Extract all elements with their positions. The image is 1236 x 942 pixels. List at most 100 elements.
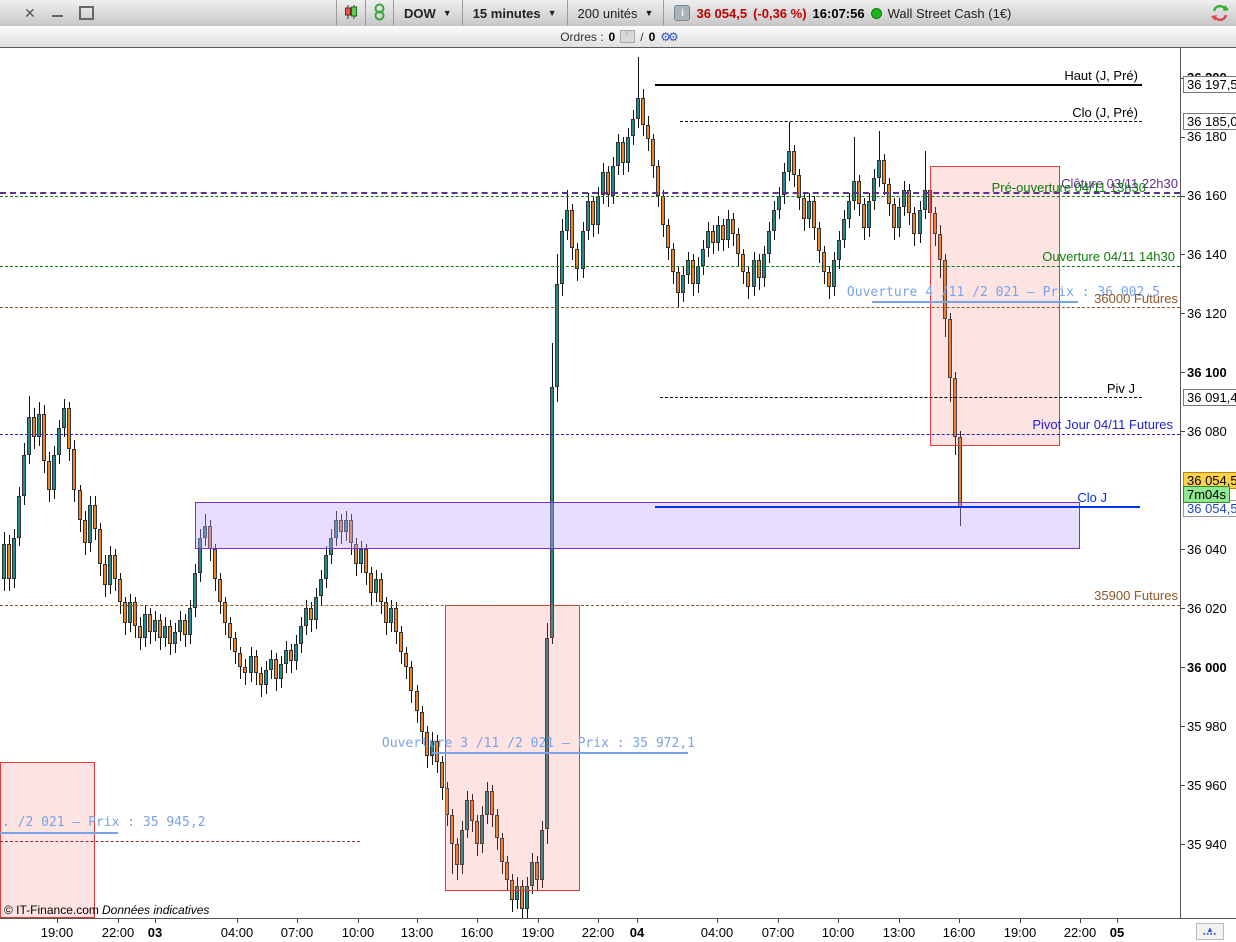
candle xyxy=(927,189,932,214)
time-tick-label: 05 xyxy=(1109,925,1125,940)
candle xyxy=(157,620,162,638)
time-tick-label: 10:00 xyxy=(341,925,375,940)
candle xyxy=(7,543,11,579)
candle xyxy=(27,416,32,455)
candle xyxy=(736,233,741,255)
price-tick-mark xyxy=(1181,431,1185,433)
time-tick-label: 07:00 xyxy=(280,925,314,940)
time-tick-mark xyxy=(1020,919,1021,923)
candle xyxy=(731,219,736,234)
candle xyxy=(716,224,721,243)
candle xyxy=(313,596,318,621)
refresh-icon[interactable] xyxy=(1210,3,1230,23)
candle xyxy=(746,272,751,287)
candle xyxy=(339,519,343,532)
candle xyxy=(248,655,253,674)
cloture-03-11 xyxy=(0,192,1180,195)
chart-area: Haut (J, Pré) Clo (J, Pré) Clôture 03/11 2… xyxy=(0,48,1236,942)
candle xyxy=(238,652,243,668)
candle xyxy=(640,98,645,125)
piv-j xyxy=(660,397,1142,399)
candle xyxy=(580,230,585,270)
time-tick-label: 04:00 xyxy=(700,925,734,940)
candle xyxy=(349,519,354,544)
cloture-02-11-futures xyxy=(0,831,118,834)
candle xyxy=(183,620,188,635)
candle xyxy=(253,655,258,674)
candle xyxy=(681,275,686,293)
candle xyxy=(82,519,87,544)
candle xyxy=(213,549,218,579)
minimize-window-icon[interactable] xyxy=(51,15,63,17)
candle xyxy=(117,578,122,603)
clo-j-label: Clo J xyxy=(1077,489,1107,505)
candle xyxy=(625,136,630,163)
gap-zone xyxy=(195,502,1080,550)
instrument-label: DOW xyxy=(404,5,436,21)
ouverture-04-11-futures xyxy=(872,300,1078,303)
time-tick-mark xyxy=(417,919,418,923)
candle xyxy=(323,555,328,579)
candlestick-plot[interactable]: Haut (J, Pré) Clo (J, Pré) Clôture 03/11 2… xyxy=(0,48,1180,918)
candlestick-style-icon[interactable] xyxy=(343,4,359,23)
price-tick-label: 36 180 xyxy=(1187,129,1227,144)
level-35941-line xyxy=(0,840,360,842)
candle xyxy=(902,189,907,208)
supply-zone-left xyxy=(0,761,95,918)
candle xyxy=(449,814,454,845)
candle xyxy=(228,623,233,638)
price-tick-label: 35 940 xyxy=(1187,836,1227,852)
candle xyxy=(32,416,37,438)
orders-settings-icon[interactable]: ⚙⚙ xyxy=(660,29,678,44)
maximize-window-icon[interactable] xyxy=(78,6,94,20)
time-tick-label: 22:00 xyxy=(581,925,615,940)
orders-preview-icon[interactable] xyxy=(620,29,636,43)
ouverture-04-11-futures-label: Ouverture 4 /11 /2 021 – Prix : 36 002,5 xyxy=(846,284,1160,300)
chevron-down-icon: ▼ xyxy=(644,8,654,18)
candle xyxy=(404,652,409,668)
time-tick-label: 22:00 xyxy=(1063,925,1097,940)
time-tick-mark xyxy=(237,919,238,923)
candle xyxy=(877,160,882,178)
candle xyxy=(464,800,469,830)
scroll-to-last-icon[interactable]: ▲ ▪▪▪▪ xyxy=(1196,923,1224,940)
candle xyxy=(318,578,323,597)
time-tick-mark xyxy=(778,919,779,923)
candle xyxy=(912,213,917,234)
supply-zone-right xyxy=(930,166,1060,447)
candle xyxy=(510,879,514,901)
time-axis[interactable]: 19:00 22:00 03 04:00 07:00 10:00 13:00 16:00 19:… xyxy=(0,918,1236,942)
candle xyxy=(655,166,660,196)
candle xyxy=(263,670,268,685)
time-tick-label: 04:00 xyxy=(220,925,254,940)
instrument-selector[interactable]: DOW ▼ xyxy=(394,0,463,26)
info-icon[interactable]: i xyxy=(674,5,691,21)
piv-j-label: Piv J xyxy=(1106,380,1135,396)
candle xyxy=(696,266,701,284)
candle-wick xyxy=(879,130,881,187)
pivot-jour-04-11-futures xyxy=(0,433,1180,435)
time-tick-label: 19:00 xyxy=(40,925,74,940)
candle xyxy=(711,230,716,243)
candle xyxy=(308,608,313,621)
candle xyxy=(882,160,887,184)
candle xyxy=(22,455,27,497)
link-windows-icon[interactable] xyxy=(372,3,387,24)
time-tick-mark xyxy=(717,919,718,923)
candle xyxy=(821,251,826,273)
units-selector[interactable]: 200 unités ▼ xyxy=(568,0,665,26)
price-change-pct: (-0,36 %) xyxy=(753,5,807,21)
close-window-icon[interactable]: ✕ xyxy=(24,5,36,21)
candle xyxy=(771,210,776,231)
quote-time: 16:07:56 xyxy=(812,5,865,21)
candle xyxy=(721,224,726,240)
candle xyxy=(666,224,670,249)
orders-bar: Ordres : 0 / 0 ⚙⚙ xyxy=(0,26,1236,48)
candle xyxy=(142,614,147,638)
candle xyxy=(394,608,399,632)
candle xyxy=(122,602,127,623)
candle xyxy=(107,555,112,585)
timeframe-selector[interactable]: 15 minutes ▼ xyxy=(463,0,568,26)
candle xyxy=(389,608,394,623)
